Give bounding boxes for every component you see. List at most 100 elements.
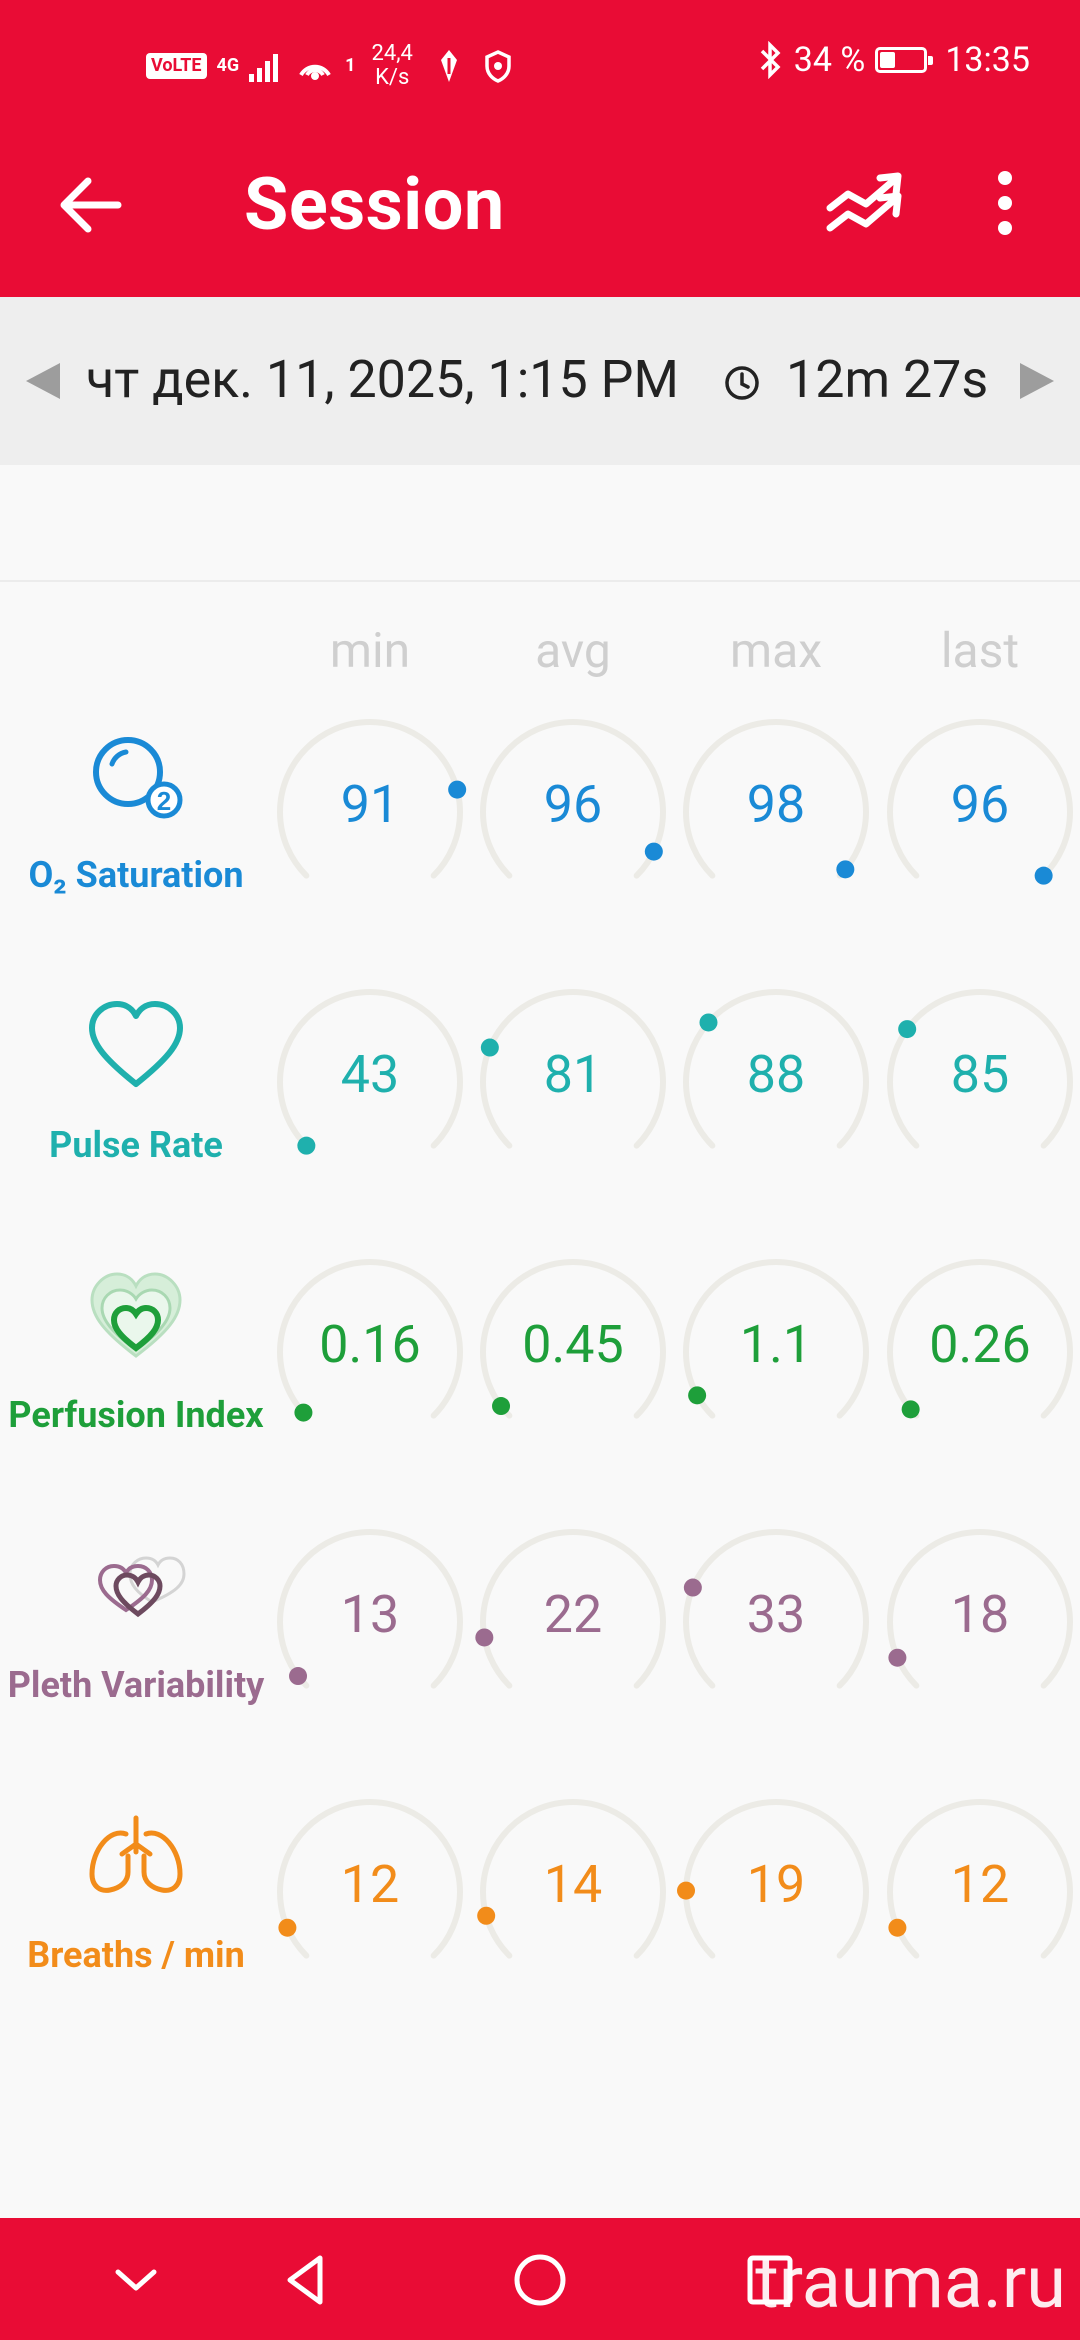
gauge-arc <box>887 1259 1073 1419</box>
gauge-arc <box>477 1799 666 1959</box>
gauge-indicator <box>677 1881 696 1900</box>
gauge-max: 33 <box>676 1522 876 1722</box>
gauge-track <box>277 1259 463 1419</box>
network-speed: 24,4 K/s <box>371 42 412 90</box>
session-date-bar: чт дек. 11, 2025, 1:15 PM 12m 27s <box>0 297 1080 465</box>
gauge-value: 85 <box>950 1044 1010 1105</box>
metric-label: Breaths / min <box>27 1934 245 1976</box>
session-duration: 12m 27s <box>786 349 989 410</box>
metric-row-perfusion-index: Perfusion Index <box>0 1252 1080 1472</box>
gauge-min: 43 <box>270 982 470 1182</box>
gauge-last: 0.26 <box>880 1252 1080 1452</box>
gauge-indicator <box>644 842 663 861</box>
gauge-indicator <box>699 1013 718 1032</box>
gauge-track <box>887 1799 1073 1959</box>
gauge-indicator <box>492 1397 511 1416</box>
gauge-arc <box>277 989 463 1155</box>
gauge-track <box>480 1259 666 1419</box>
status-bar-right: 34 % 13:35 <box>758 40 1030 80</box>
gauge-indicator <box>688 1386 707 1405</box>
gauge-max: 19 <box>676 1792 876 1992</box>
gauge-avg: 81 <box>473 982 673 1182</box>
gauge-track <box>480 1529 666 1689</box>
gauge-value: 96 <box>950 774 1010 835</box>
gauge-indicator <box>836 860 855 879</box>
gauge-last: 12 <box>880 1792 1080 1992</box>
gauge-min: 13 <box>270 1522 470 1722</box>
metric-row-breaths-per-min: Breaths / min <box>0 1792 1080 2012</box>
perfusion-hearts-icon <box>90 1272 182 1358</box>
gauge-arc <box>683 1529 869 1689</box>
nav-home-icon[interactable] <box>508 2248 572 2312</box>
lungs-icon <box>89 1815 183 1893</box>
gauge-value: 19 <box>746 1854 806 1915</box>
gauge-min: 91 <box>270 712 470 912</box>
trends-icon[interactable] <box>820 168 920 238</box>
gauge-arc <box>480 719 666 879</box>
clock-time: 13:35 <box>945 40 1030 80</box>
gauge-arc <box>277 1529 463 1689</box>
gauge-indicator <box>278 1918 297 1937</box>
gauge-indicator <box>888 1918 907 1937</box>
shield-icon <box>485 50 511 83</box>
gauge-value: 0.26 <box>929 1314 1031 1375</box>
gauge-track <box>277 1529 463 1689</box>
gauge-track <box>887 1529 1073 1689</box>
status-bar-left: VoLTE 4G 1 24,4 K/s <box>146 42 513 90</box>
signal-icon <box>249 54 279 82</box>
gauge-avg: 22 <box>473 1522 673 1722</box>
gauge-track <box>480 719 666 879</box>
metric-row-pulse-rate: Pulse Rate <box>0 982 1080 1202</box>
gauge-indicator <box>901 1400 920 1419</box>
gauge-min: 12 <box>270 1792 470 1992</box>
overflow-menu-icon[interactable] <box>985 168 1025 238</box>
back-arrow-icon[interactable] <box>58 170 128 240</box>
gauge-track <box>683 989 869 1149</box>
gauge-track <box>683 1529 869 1689</box>
heart-icon <box>89 1001 183 1087</box>
gauge-value: 1.1 <box>739 1314 813 1375</box>
metric-label: Perfusion Index <box>8 1394 264 1436</box>
app-notification-icon <box>440 50 457 82</box>
next-session-icon[interactable] <box>1020 363 1054 399</box>
gauge-arc <box>887 1529 1073 1689</box>
gauge-value: 81 <box>543 1044 603 1105</box>
gauge-indicator <box>289 1667 308 1686</box>
gauge-value: 43 <box>340 1044 400 1105</box>
gauge-value: 88 <box>746 1044 806 1105</box>
gauge-arc <box>277 1259 463 1422</box>
chevron-down-icon[interactable] <box>104 2248 168 2312</box>
svg-text:2: 2 <box>157 786 171 816</box>
speed-unit: K/s <box>375 65 410 90</box>
gauge-arc <box>480 989 666 1149</box>
session-date: чт дек. 11, 2025, 1:15 PM <box>86 349 679 410</box>
gauge-arc <box>277 1799 463 1959</box>
gauge-indicator <box>888 1648 907 1667</box>
gauge-min: 0.16 <box>270 1252 470 1452</box>
column-headers: min avg max last <box>0 622 1080 682</box>
nav-recents-icon[interactable] <box>738 2248 802 2312</box>
gauge-indicator <box>475 1628 494 1647</box>
gauge-indicator <box>477 1906 496 1925</box>
gauge-last: 18 <box>880 1522 1080 1722</box>
gauge-value: 96 <box>543 774 603 835</box>
gauge-max: 98 <box>676 712 876 912</box>
hotspot-icon <box>299 64 331 80</box>
gauge-value: 18 <box>950 1584 1010 1645</box>
gauge-max: 1.1 <box>676 1252 876 1452</box>
gauge-track <box>277 989 463 1149</box>
gauge-arc <box>475 1529 666 1689</box>
gauge-indicator <box>294 1403 313 1422</box>
gauge-last: 96 <box>880 712 1080 912</box>
gauge-value: 91 <box>340 774 400 835</box>
metric-row-pleth-variability: Pleth Variability <box>0 1522 1080 1742</box>
gauge-value: 0.16 <box>319 1314 421 1375</box>
previous-session-icon[interactable] <box>26 363 60 399</box>
gauge-value: 13 <box>340 1584 400 1645</box>
gauge-indicator <box>297 1136 316 1155</box>
gauge-indicator <box>448 780 467 799</box>
gauge-indicator <box>898 1020 917 1039</box>
column-header-avg: avg <box>535 622 611 679</box>
nav-back-icon[interactable] <box>276 2248 340 2312</box>
watermark-text: trauma.ru <box>755 2240 1066 2325</box>
